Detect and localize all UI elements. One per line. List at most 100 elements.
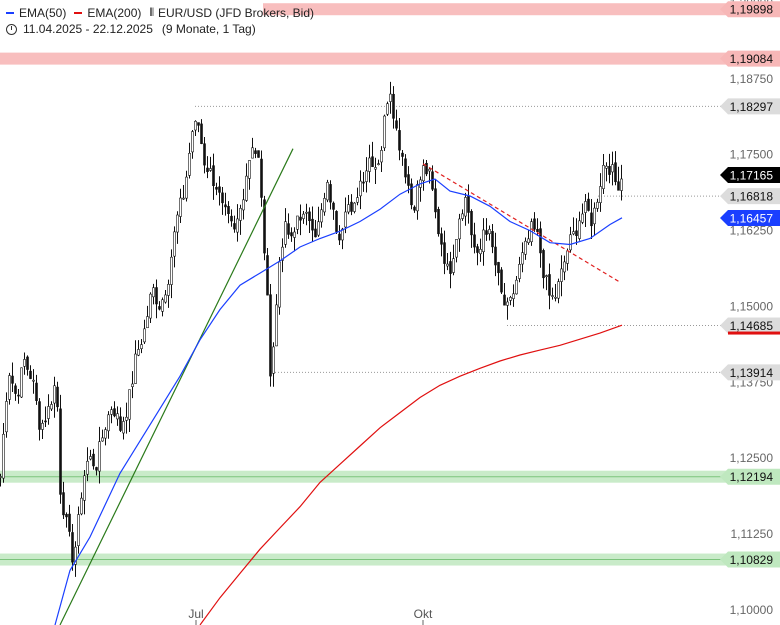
candle-body (236, 218, 239, 233)
candle-body (59, 408, 62, 495)
candle (575, 218, 578, 245)
candle-body (551, 295, 554, 297)
candle-body (92, 453, 95, 467)
candle-body (167, 284, 170, 296)
candle (590, 198, 593, 239)
candle (47, 394, 50, 425)
candle-body (374, 167, 377, 170)
candle (554, 284, 557, 302)
candle (272, 342, 275, 387)
candle (524, 237, 527, 260)
candle-body (620, 178, 623, 191)
price-label-box (720, 1, 780, 18)
candle-body (17, 394, 20, 397)
candle (551, 287, 554, 300)
candle-body (53, 385, 56, 404)
candle-body (47, 406, 50, 419)
candle (35, 374, 38, 405)
legend-ema200[interactable]: EMA(200) (74, 5, 141, 21)
candle (41, 419, 44, 440)
candle-body (539, 228, 542, 254)
candle (314, 219, 317, 238)
candle (443, 230, 446, 275)
y-axis-tick-label: 1,11250 (731, 527, 774, 541)
candle-body (287, 223, 290, 235)
candle (236, 204, 239, 242)
candle (224, 192, 227, 216)
candle-body (512, 293, 515, 299)
candles-layer (0, 81, 623, 577)
candle-body (134, 353, 137, 384)
candle-body (11, 375, 14, 384)
candle-body (311, 218, 314, 231)
candle-body (413, 206, 416, 211)
candle-body (95, 467, 98, 471)
candle (464, 192, 467, 226)
candle-body (128, 389, 131, 420)
candle (578, 211, 581, 241)
candle (425, 159, 428, 177)
price-label-text: 1,16818 (730, 190, 774, 204)
candle-body (572, 231, 575, 235)
candle (110, 406, 113, 424)
y-axis-tick-label: 1,16250 (730, 224, 774, 238)
legend-instrument[interactable]: ⫴ EUR/USD (JFD Brokers, Bid) (149, 5, 314, 21)
candle (8, 372, 11, 405)
candle (503, 283, 506, 306)
candle-body (602, 165, 605, 189)
candle-body (5, 401, 8, 433)
candle (62, 481, 65, 520)
candle-body (554, 296, 557, 299)
candle (71, 524, 74, 571)
candle-body (158, 306, 161, 310)
candle-body (173, 231, 176, 257)
candle (158, 301, 161, 311)
candle-body (218, 186, 221, 193)
candle (170, 249, 173, 299)
price-label-text: 1,16457 (730, 212, 774, 226)
candle (206, 156, 209, 179)
candle (317, 206, 320, 237)
price-label: 1,18297 (720, 98, 780, 115)
candle-body (38, 401, 41, 430)
candle-body (284, 221, 287, 245)
candle-body (395, 120, 398, 129)
candle (56, 381, 59, 412)
candle (563, 255, 566, 281)
candle (68, 504, 71, 537)
candle (512, 284, 515, 307)
candle (461, 209, 464, 221)
ema200-underline (728, 331, 780, 335)
candle (257, 150, 260, 158)
candle-body (500, 269, 503, 293)
legend-row-period: 11.04.2025 - 22.12.2025 (9 Monate, 1 Tag… (6, 21, 322, 37)
candle-body (233, 223, 236, 230)
candle (494, 232, 497, 277)
candle-body (386, 103, 389, 115)
candle-body (515, 279, 518, 295)
candle (473, 222, 476, 254)
candle (401, 150, 404, 166)
candle (218, 176, 221, 206)
candle-body (455, 239, 458, 258)
candle (32, 369, 35, 394)
candle-body (527, 238, 530, 244)
candle-body (278, 261, 281, 308)
candle-body (383, 115, 386, 149)
candle (470, 209, 473, 248)
downtrend-line (422, 163, 621, 283)
candle (125, 402, 128, 434)
candle-body (98, 441, 101, 472)
legend-ema50[interactable]: EMA(50) (6, 5, 66, 21)
candle-body (41, 422, 44, 430)
candle (176, 211, 179, 244)
price-label-box (720, 210, 780, 227)
price-labels-layer: 1,19898 1,19084 1,18297 1,17165 1,16818 1,164… (720, 1, 780, 568)
candle (83, 470, 86, 515)
legend-row-indicators: EMA(50) EMA(200) ⫴ EUR/USD (JFD Brokers,… (6, 5, 322, 21)
candle (38, 398, 41, 441)
candle (350, 194, 353, 216)
candle (116, 406, 119, 426)
price-label-box (720, 468, 780, 485)
candle-body (584, 201, 587, 213)
